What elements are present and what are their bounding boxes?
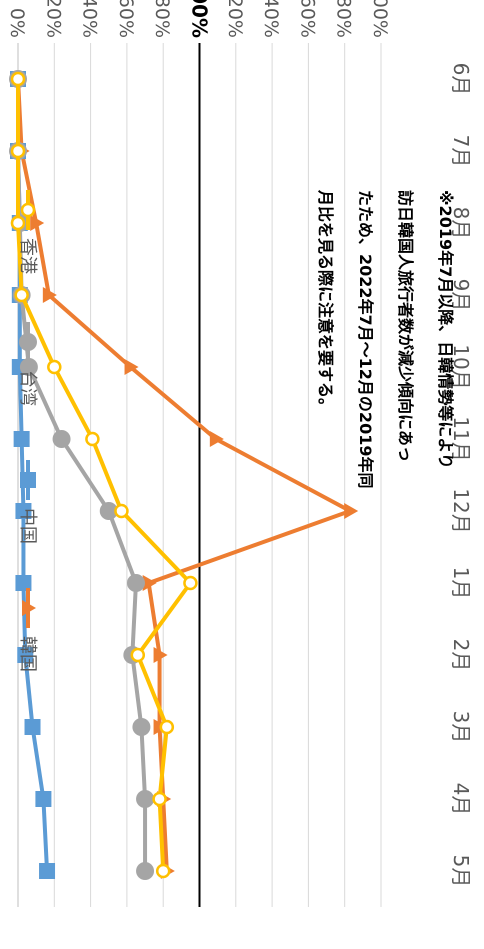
x-tick-label: 5月 <box>449 855 473 888</box>
data-point <box>52 430 71 448</box>
legend-swatch-marker <box>20 472 36 488</box>
x-tick-label: 6月 <box>449 63 473 96</box>
y-axis-ticks: 0% 20% 40% 60% 80% 100% 120% 140% 160% 180% 200% <box>6 0 391 38</box>
data-point <box>10 71 26 87</box>
y-tick-label: 120% <box>224 0 246 38</box>
legend-label: 台湾 <box>17 370 38 406</box>
x-tick-label: 3月 <box>449 711 473 744</box>
data-point <box>15 575 32 591</box>
series-group <box>9 70 359 880</box>
data-point <box>126 574 145 592</box>
legend-item: 台湾 <box>17 322 38 406</box>
data-point <box>14 287 29 303</box>
y-tick-label: 140% <box>260 0 282 38</box>
data-point <box>30 215 45 231</box>
data-point <box>152 791 167 807</box>
note-line: 訪日韓国人旅行者数が減少傾向にあっ <box>396 190 415 462</box>
data-point <box>130 647 146 663</box>
data-point <box>183 575 198 591</box>
data-point <box>10 143 26 159</box>
annotation-note: ※2019年7月以降、日韓情勢等により 訪日韓国人旅行者数が減少傾向にあっ たため、… <box>316 189 455 488</box>
data-point <box>47 359 62 375</box>
data-point <box>344 503 359 519</box>
x-tick-label: 7月 <box>449 135 473 168</box>
data-point <box>159 719 175 735</box>
legend-item: 韓国 <box>17 588 38 672</box>
y-tick-label: 0% <box>6 8 28 38</box>
data-point <box>13 431 30 447</box>
x-tick-label: 9月 <box>449 279 473 312</box>
data-point <box>136 862 155 880</box>
x-tick-label: 11月 <box>449 416 473 461</box>
data-point <box>114 503 129 519</box>
series-4 <box>10 71 198 879</box>
legend-swatch-marker <box>19 333 37 351</box>
legend-label: 香港 <box>17 238 38 274</box>
data-point <box>132 718 151 736</box>
x-tick-label: 8月 <box>449 207 473 240</box>
y-tick-label: 180% <box>333 0 355 38</box>
note-line: 月比を見る際に注意を要する。 <box>316 189 335 414</box>
legend-swatch-marker <box>20 202 36 218</box>
y-tick-label: 20% <box>42 0 64 38</box>
x-axis-ticks: 6月 7月 8月 9月 10月 11月 12月 1月 2月 3月 4月 5月 <box>449 63 473 888</box>
series-1 <box>12 71 359 879</box>
data-point <box>85 431 100 447</box>
note-line: たため、2022年7月～12月の2019年同 <box>356 190 375 488</box>
x-tick-label: 2月 <box>449 639 473 672</box>
x-tick-label: 1月 <box>449 567 473 600</box>
chart-rotated-group: 0% 20% 40% 60% 80% 100% 120% 140% 160% 180% 200% 6… <box>6 0 473 907</box>
data-point <box>42 287 57 303</box>
y-tick-label: 160% <box>296 0 318 38</box>
note-line: ※2019年7月以降、日韓情勢等により <box>436 190 455 469</box>
legend-label: 中国 <box>17 508 38 544</box>
y-tick-label: 200% <box>369 0 391 38</box>
x-tick-label: 12月 <box>449 488 473 533</box>
data-point <box>136 790 155 808</box>
series-line <box>16 77 193 873</box>
y-tick-label: 40% <box>79 0 101 38</box>
legend-label: 韓国 <box>17 636 38 672</box>
y-tick-label: 60% <box>115 0 137 38</box>
data-point <box>142 575 157 591</box>
x-tick-label: 10月 <box>449 344 473 389</box>
y-tick-label: 100% <box>188 0 212 38</box>
data-point <box>17 647 34 663</box>
data-point <box>155 863 171 879</box>
data-point <box>99 502 118 520</box>
x-tick-label: 4月 <box>449 783 473 816</box>
data-point <box>24 719 41 735</box>
legend-item: 中国 <box>17 460 38 544</box>
data-point <box>209 431 224 447</box>
data-point <box>15 503 32 519</box>
data-point <box>153 647 168 663</box>
data-point <box>35 791 52 807</box>
series-line <box>16 77 353 873</box>
data-point <box>39 863 56 879</box>
legend-item: 香港 <box>17 190 38 274</box>
gridlines <box>17 43 382 907</box>
data-point <box>124 359 139 375</box>
legend-swatch-marker <box>22 600 36 616</box>
data-point <box>10 215 26 231</box>
data-point <box>19 358 38 376</box>
y-tick-label: 80% <box>151 0 173 38</box>
